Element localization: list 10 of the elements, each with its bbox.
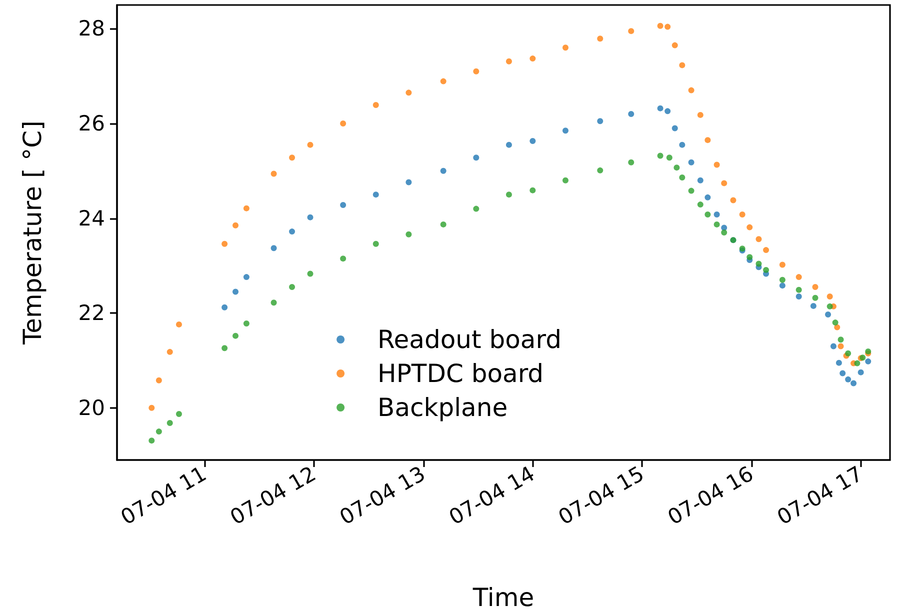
x-axis-title: Time — [472, 583, 534, 612]
y-axis-title: Temperature [ °C] — [18, 120, 47, 346]
legend-label: HPTDC board — [378, 359, 544, 388]
y-tick-label: 28 — [78, 16, 105, 41]
y-tick-label: 24 — [78, 206, 105, 230]
y-tick-label: 22 — [78, 301, 105, 326]
y-tick-label: 20 — [78, 396, 105, 420]
y-tick-label: 26 — [78, 111, 105, 136]
legend-label: Backplane — [378, 393, 508, 422]
legend-label: Readout board — [378, 325, 562, 354]
